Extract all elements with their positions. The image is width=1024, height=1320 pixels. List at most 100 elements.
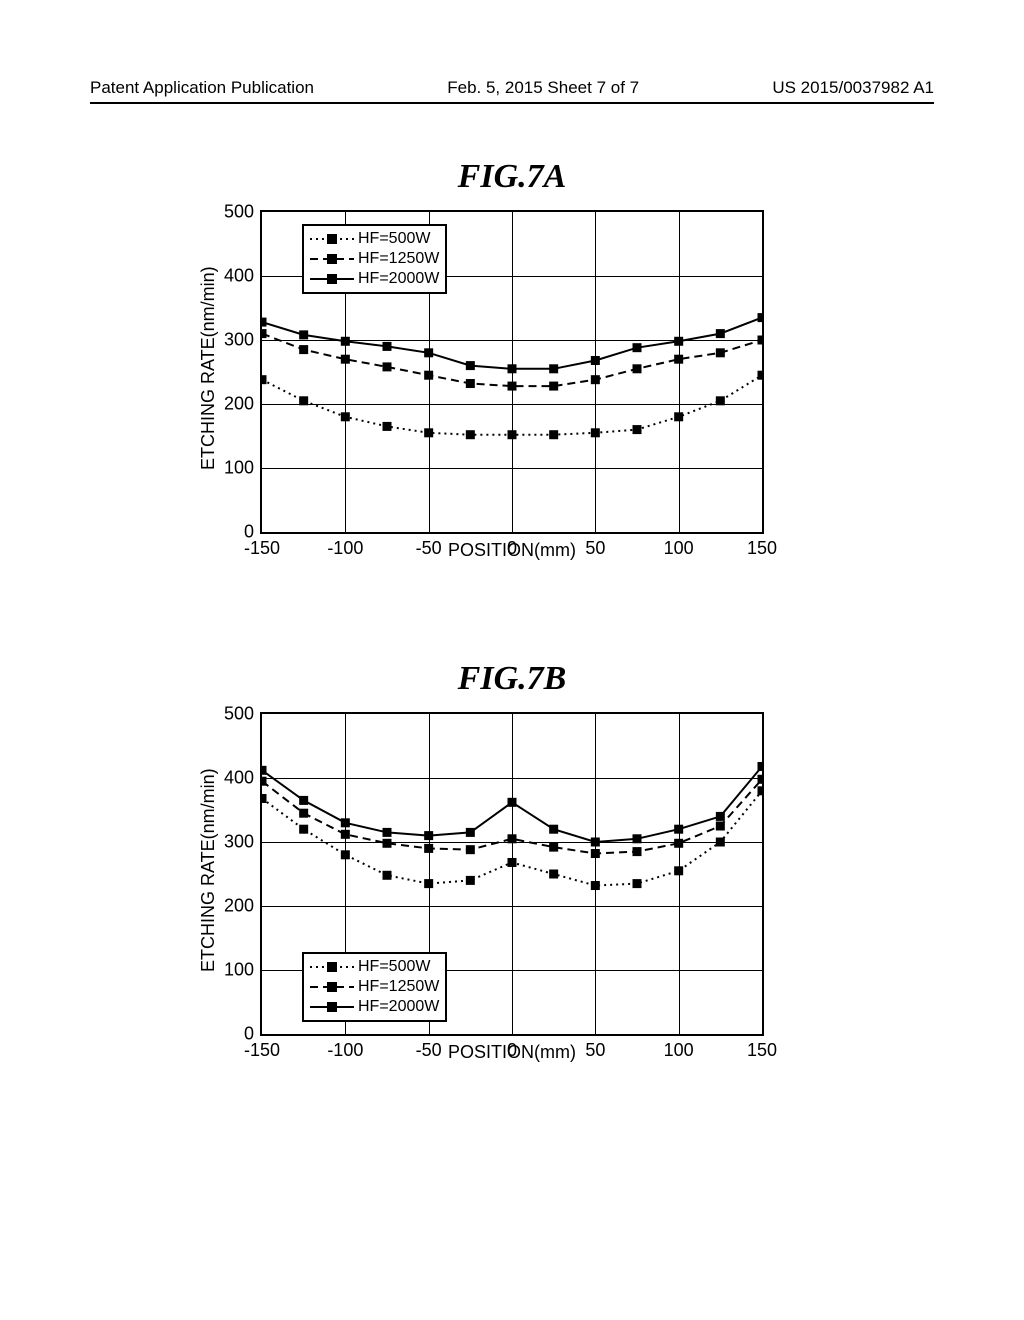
series-marker — [383, 342, 392, 351]
series-marker — [591, 881, 600, 890]
series-marker — [424, 879, 433, 888]
series-marker — [262, 766, 267, 775]
series-marker — [591, 356, 600, 365]
figure-7b-title: FIG.7B — [0, 660, 1024, 698]
series-marker — [508, 382, 517, 391]
series-marker — [341, 830, 350, 839]
ytick-label: 400 — [224, 266, 254, 287]
series-marker — [758, 371, 763, 380]
legend: HF=500WHF=1250W HF=2000W — [302, 952, 447, 1022]
series-marker — [341, 818, 350, 827]
series-marker — [466, 361, 475, 370]
xtick-label: 150 — [747, 1040, 777, 1061]
series-marker — [591, 849, 600, 858]
figure-7a-chart: ETCHING RATE(nm/min) -150-100-5005010015… — [260, 210, 764, 561]
series-marker — [299, 796, 308, 805]
series-marker — [674, 412, 683, 421]
square-marker-icon — [327, 234, 337, 244]
ytick-label: 200 — [224, 394, 254, 415]
square-marker-icon — [327, 274, 337, 284]
series-marker — [466, 430, 475, 439]
series-marker — [633, 364, 642, 373]
figure-7b-chart: ETCHING RATE(nm/min) -150-100-5005010015… — [260, 712, 764, 1063]
series-marker — [549, 825, 558, 834]
series-marker — [674, 355, 683, 364]
xtick-label: -50 — [416, 538, 442, 559]
series-marker — [341, 412, 350, 421]
series-marker — [262, 777, 267, 786]
ytick-label: 500 — [224, 704, 254, 725]
series-marker — [262, 318, 267, 327]
series-marker — [424, 844, 433, 853]
legend-row: HF=2000W — [310, 269, 439, 289]
legend-label: HF=1250W — [358, 978, 439, 996]
series-marker — [716, 329, 725, 338]
xtick-label: 50 — [585, 1040, 605, 1061]
xtick-label: 0 — [507, 1040, 517, 1061]
series-marker — [674, 825, 683, 834]
series-marker — [758, 775, 763, 784]
header-right: US 2015/0037982 A1 — [772, 78, 934, 98]
legend-swatch — [310, 272, 354, 286]
legend: HF=500WHF=1250W HF=2000W — [302, 224, 447, 294]
series-marker — [262, 375, 267, 384]
page: Patent Application Publication Feb. 5, 2… — [0, 0, 1024, 1320]
xtick-label: 150 — [747, 538, 777, 559]
series-marker — [674, 839, 683, 848]
xtick-label: -100 — [327, 1040, 363, 1061]
figure-7a-title: FIG.7A — [0, 158, 1024, 196]
series-marker — [424, 371, 433, 380]
series-marker — [591, 375, 600, 384]
legend-row: HF=500W — [310, 957, 439, 977]
series-marker — [262, 794, 267, 803]
series-marker — [716, 348, 725, 357]
legend-label: HF=2000W — [358, 998, 439, 1016]
legend-swatch — [310, 252, 354, 266]
series-marker — [633, 879, 642, 888]
figure-7a-ylabel: ETCHING RATE(nm/min) — [198, 266, 219, 470]
series-marker — [299, 396, 308, 405]
legend-label: HF=2000W — [358, 270, 439, 288]
series-marker — [758, 786, 763, 795]
series-marker — [716, 812, 725, 821]
xtick-label: 100 — [664, 1040, 694, 1061]
legend-row: HF=2000W — [310, 997, 439, 1017]
series-marker — [549, 870, 558, 879]
series-line — [262, 334, 762, 386]
ytick-label: 300 — [224, 832, 254, 853]
legend-row: HF=500W — [310, 229, 439, 249]
square-marker-icon — [327, 254, 337, 264]
series-marker — [508, 834, 517, 843]
series-marker — [633, 425, 642, 434]
series-marker — [383, 828, 392, 837]
series-marker — [299, 809, 308, 818]
legend-label: HF=1250W — [358, 250, 439, 268]
series-marker — [424, 831, 433, 840]
series-marker — [716, 396, 725, 405]
xtick-label: 100 — [664, 538, 694, 559]
series-marker — [758, 762, 763, 771]
series-marker — [633, 343, 642, 352]
series-marker — [508, 430, 517, 439]
series-marker — [633, 847, 642, 856]
series-marker — [591, 838, 600, 847]
header-left: Patent Application Publication — [90, 78, 314, 98]
xtick-label: 0 — [507, 538, 517, 559]
series-marker — [508, 364, 517, 373]
ytick-label: 400 — [224, 768, 254, 789]
series-marker — [633, 834, 642, 843]
xtick-label: 50 — [585, 538, 605, 559]
series-marker — [674, 866, 683, 875]
series-marker — [466, 379, 475, 388]
series-marker — [424, 428, 433, 437]
series-marker — [341, 337, 350, 346]
series-marker — [341, 850, 350, 859]
ytick-label: 100 — [224, 458, 254, 479]
ytick-label: 200 — [224, 896, 254, 917]
series-marker — [466, 845, 475, 854]
series-line — [262, 318, 762, 369]
series-marker — [299, 330, 308, 339]
series-marker — [549, 843, 558, 852]
ytick-label: 0 — [244, 522, 254, 543]
series-marker — [508, 858, 517, 867]
